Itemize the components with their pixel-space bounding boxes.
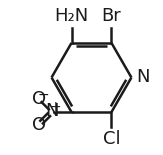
Text: H₂N: H₂N (54, 7, 89, 25)
Text: Cl: Cl (103, 130, 120, 148)
Text: N: N (45, 102, 58, 120)
Text: +: + (50, 100, 61, 115)
Text: Br: Br (102, 7, 121, 25)
Text: O: O (32, 90, 46, 108)
Text: O: O (32, 116, 46, 134)
Text: −: − (38, 88, 49, 102)
Text: N: N (136, 69, 149, 86)
